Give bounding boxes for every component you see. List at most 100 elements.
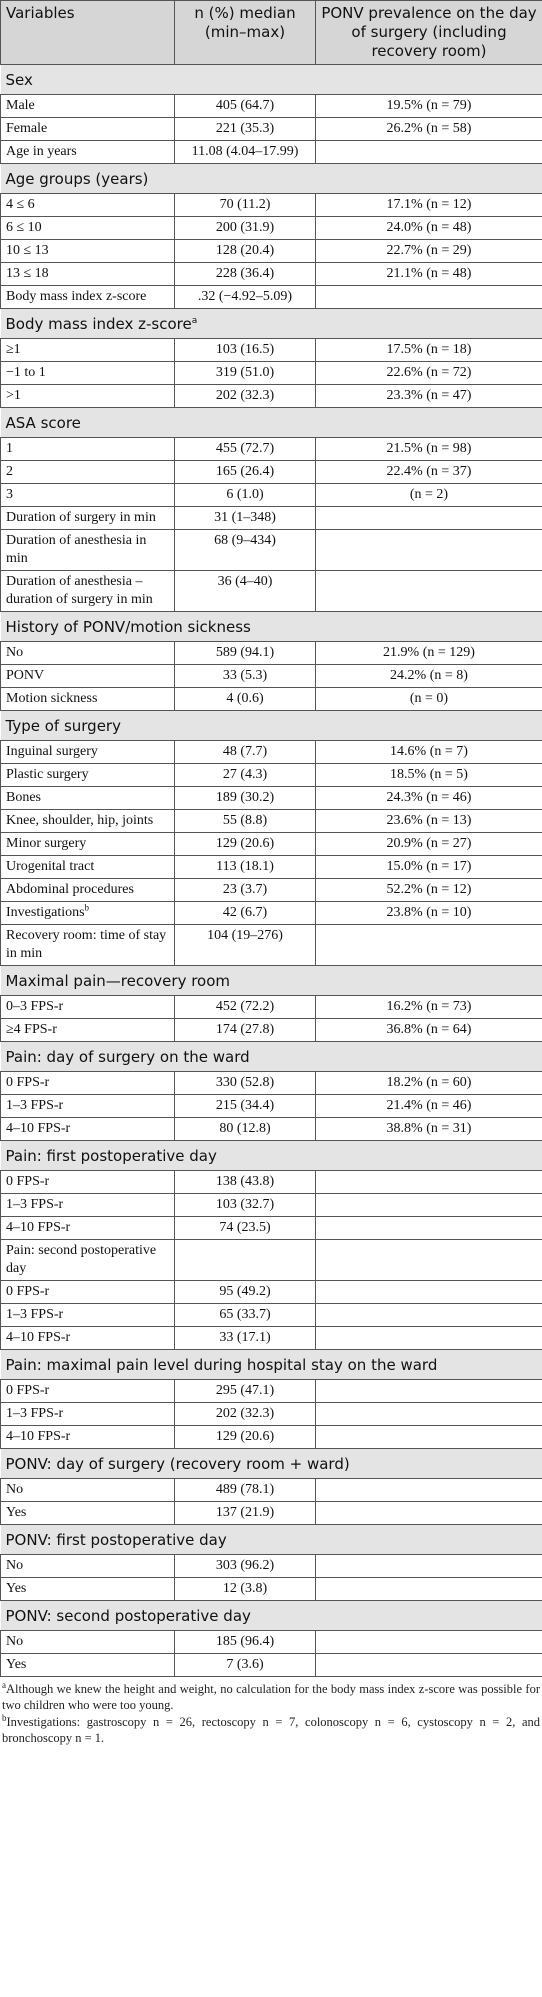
data-row: −1 to 1 319 (51.0) 22.6% (n = 72) bbox=[0, 361, 542, 385]
cell: 68 (9–434) bbox=[174, 529, 316, 571]
data-row: 4–10 FPS-r 74 (23.5) bbox=[0, 1216, 542, 1240]
cell: No bbox=[0, 1478, 175, 1502]
cell: Duration of anesthesia in min bbox=[0, 529, 175, 571]
cell: ≥4 FPS-r bbox=[0, 1018, 175, 1042]
cell bbox=[315, 1653, 542, 1677]
cell: 17.1% (n = 12) bbox=[315, 193, 542, 217]
cell: 200 (31.9) bbox=[174, 216, 316, 240]
section-title: Pain: maximal pain level during hospital… bbox=[0, 1349, 542, 1380]
cell: 23.3% (n = 47) bbox=[315, 384, 542, 408]
cell: 12 (3.8) bbox=[174, 1577, 316, 1601]
cell: 405 (64.7) bbox=[174, 94, 316, 118]
cell: 74 (23.5) bbox=[174, 1216, 316, 1240]
cell: 1–3 FPS-r bbox=[0, 1094, 175, 1118]
data-row: No 489 (78.1) bbox=[0, 1478, 542, 1502]
cell: 15.0% (n = 17) bbox=[315, 855, 542, 879]
section-row: Type of surgery bbox=[0, 710, 542, 741]
cell bbox=[315, 924, 542, 966]
section-title: Pain: day of surgery on the ward bbox=[0, 1041, 542, 1072]
cell: 24.2% (n = 8) bbox=[315, 664, 542, 688]
cell: 4–10 FPS-r bbox=[0, 1326, 175, 1350]
cell: 19.5% (n = 79) bbox=[315, 94, 542, 118]
cell: 202 (32.3) bbox=[174, 384, 316, 408]
section-row: History of PONV/motion sickness bbox=[0, 611, 542, 642]
cell: 0 FPS-r bbox=[0, 1379, 175, 1403]
cell: 17.5% (n = 18) bbox=[315, 338, 542, 362]
cell: 6 ≤ 10 bbox=[0, 216, 175, 240]
cell: 22.7% (n = 29) bbox=[315, 239, 542, 263]
section-row: Pain: maximal pain level during hospital… bbox=[0, 1349, 542, 1380]
cell: 65 (33.7) bbox=[174, 1303, 316, 1327]
cell: Age in years bbox=[0, 140, 175, 164]
cell: Abdominal procedures bbox=[0, 878, 175, 902]
cell: 4–10 FPS-r bbox=[0, 1216, 175, 1240]
cell: Recovery room: time of stay in min bbox=[0, 924, 175, 966]
cell: Motion sickness bbox=[0, 687, 175, 711]
cell: Plastic surgery bbox=[0, 763, 175, 787]
cell: ≥1 bbox=[0, 338, 175, 362]
cell: 1–3 FPS-r bbox=[0, 1402, 175, 1426]
cell: 1–3 FPS-r bbox=[0, 1193, 175, 1217]
cell bbox=[315, 1303, 542, 1327]
cell: No bbox=[0, 1554, 175, 1578]
section-row: Maximal pain—recovery room bbox=[0, 965, 542, 996]
cell: 4 (0.6) bbox=[174, 687, 316, 711]
cell: 165 (26.4) bbox=[174, 460, 316, 484]
cell: No bbox=[0, 1630, 175, 1654]
cell: 303 (96.2) bbox=[174, 1554, 316, 1578]
footnote-mark: a bbox=[2, 1679, 6, 1690]
cell bbox=[315, 529, 542, 571]
data-row: 1–3 FPS-r 103 (32.7) bbox=[0, 1193, 542, 1217]
cell: 4–10 FPS-r bbox=[0, 1425, 175, 1449]
footnote: aAlthough we knew the height and weight,… bbox=[2, 1679, 540, 1713]
section-title: Sex bbox=[0, 64, 542, 95]
section-row: Pain: first postoperative day bbox=[0, 1140, 542, 1171]
data-row: ≥1 103 (16.5) 17.5% (n = 18) bbox=[0, 338, 542, 362]
cell: 21.9% (n = 129) bbox=[315, 641, 542, 665]
cell bbox=[315, 1402, 542, 1426]
header-row: Variables n (%) median (min–max) PONV pr… bbox=[0, 0, 542, 65]
cell: 70 (11.2) bbox=[174, 193, 316, 217]
data-row: 13 ≤ 18 228 (36.4) 21.1% (n = 48) bbox=[0, 262, 542, 286]
data-row: 10 ≤ 13 128 (20.4) 22.7% (n = 29) bbox=[0, 239, 542, 263]
cell: Inguinal surgery bbox=[0, 740, 175, 764]
data-row: 0–3 FPS-r 452 (72.2) 16.2% (n = 73) bbox=[0, 995, 542, 1019]
data-row: 4–10 FPS-r 33 (17.1) bbox=[0, 1326, 542, 1350]
cell: 7 (3.6) bbox=[174, 1653, 316, 1677]
data-row: Yes 137 (21.9) bbox=[0, 1501, 542, 1525]
cell: 22.4% (n = 37) bbox=[315, 460, 542, 484]
cell: 452 (72.2) bbox=[174, 995, 316, 1019]
data-row: Minor surgery 129 (20.6) 20.9% (n = 27) bbox=[0, 832, 542, 856]
section-title: Type of surgery bbox=[0, 710, 542, 741]
data-row: 6 ≤ 10 200 (31.9) 24.0% (n = 48) bbox=[0, 216, 542, 240]
cell bbox=[315, 1170, 542, 1194]
cell: 6 (1.0) bbox=[174, 483, 316, 507]
cell: 16.2% (n = 73) bbox=[315, 995, 542, 1019]
section-title: PONV: second postoperative day bbox=[0, 1600, 542, 1631]
data-row: Age in years 11.08 (4.04–17.99) bbox=[0, 140, 542, 164]
cell: 3 bbox=[0, 483, 175, 507]
footnote: bInvestigations: gastroscopy n = 26, rec… bbox=[2, 1712, 540, 1746]
cell: 18.2% (n = 60) bbox=[315, 1071, 542, 1095]
footnote-mark: b bbox=[2, 1712, 7, 1723]
cell: 48 (7.7) bbox=[174, 740, 316, 764]
cell: 23.6% (n = 13) bbox=[315, 809, 542, 833]
cell: Yes bbox=[0, 1653, 175, 1677]
data-row: Bones 189 (30.2) 24.3% (n = 46) bbox=[0, 786, 542, 810]
section-row: Body mass index z-scorea bbox=[0, 308, 542, 339]
cell: 23.8% (n = 10) bbox=[315, 901, 542, 925]
cell: 10 ≤ 13 bbox=[0, 239, 175, 263]
section-title: History of PONV/motion sickness bbox=[0, 611, 542, 642]
data-row: Pain: second postoperative day bbox=[0, 1239, 542, 1281]
cell: Yes bbox=[0, 1501, 175, 1525]
cell: 202 (32.3) bbox=[174, 1402, 316, 1426]
cell bbox=[174, 1239, 316, 1281]
cell: 138 (43.8) bbox=[174, 1170, 316, 1194]
cell: 455 (72.7) bbox=[174, 437, 316, 461]
cell: 0 FPS-r bbox=[0, 1170, 175, 1194]
data-row: 4 ≤ 6 70 (11.2) 17.1% (n = 12) bbox=[0, 193, 542, 217]
cell: 24.0% (n = 48) bbox=[315, 216, 542, 240]
footnote-text: Investigations: gastroscopy n = 26, rect… bbox=[2, 1715, 540, 1745]
data-row: Duration of anesthesia in min 68 (9–434) bbox=[0, 529, 542, 571]
